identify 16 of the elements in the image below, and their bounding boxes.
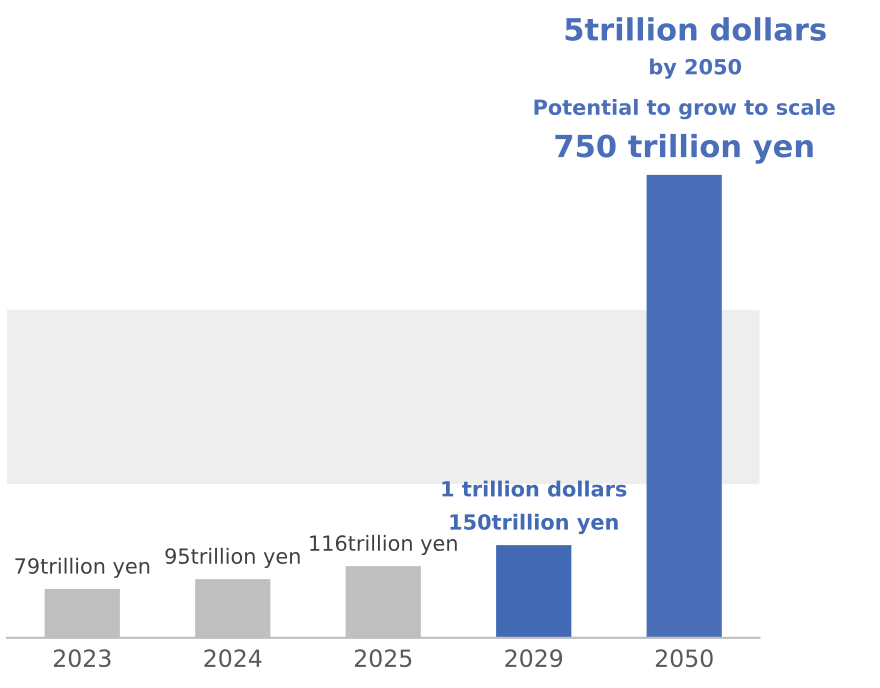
data-label: 79trillion yen	[15, 558, 150, 578]
data-label: 116trillion yen	[310, 534, 457, 556]
x-tick-label: 2029	[505, 649, 562, 668]
annotation: 1 trillion dollars	[442, 480, 626, 497]
data-label: 95trillion yen	[165, 548, 300, 568]
bar	[496, 545, 572, 638]
data-label: 150trillion yen	[450, 514, 618, 534]
text: 5trillion dollars	[566, 17, 826, 41]
data-label: 750 trillion yen	[555, 134, 813, 164]
text: by 2050	[650, 58, 742, 79]
annotation: Potential to grow to scale	[534, 98, 835, 120]
x-tick-label: 2050	[656, 649, 713, 668]
x-tick-label: 2025	[354, 649, 412, 668]
bar	[646, 174, 722, 638]
x-tick-label: 2024	[204, 649, 262, 668]
x-tick-label: 2023	[54, 649, 110, 668]
